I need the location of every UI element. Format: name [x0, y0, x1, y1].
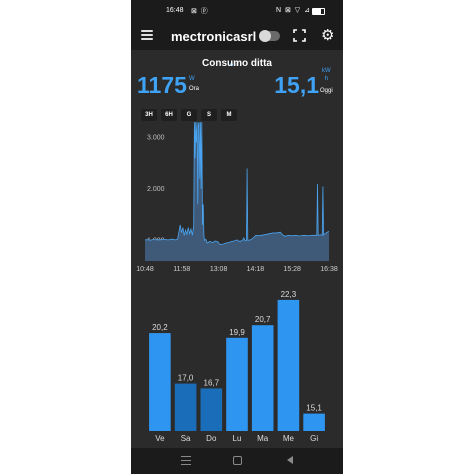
bar-value-label: 16,7 — [204, 378, 220, 387]
current-power-unit: W — [189, 76, 195, 82]
bar-category-label: Lu — [233, 434, 242, 443]
back-icon[interactable] — [287, 456, 293, 464]
bar-category-label: Ma — [257, 434, 269, 443]
system-icons: N ⊠ ▽ ⊿ — [275, 7, 311, 14]
x-tick-label: 10:48 — [136, 266, 154, 273]
bar-me[interactable] — [277, 299, 300, 431]
bar-sa[interactable] — [174, 383, 197, 431]
bar-category-label: Me — [283, 434, 295, 443]
bar-value-label: 22,3 — [281, 290, 297, 299]
bar-lu[interactable] — [226, 337, 248, 431]
bar-ma[interactable] — [251, 325, 274, 431]
battery-icon — [312, 8, 325, 15]
bar-ve[interactable] — [149, 333, 171, 431]
bar-value-label: 17,0 — [178, 374, 194, 383]
range-week-button[interactable]: S — [201, 109, 217, 121]
hamburger-menu-icon[interactable] — [141, 30, 153, 40]
notification-icons: ⊠ ⓟ — [191, 8, 209, 15]
system-navigation-bar — [131, 448, 343, 474]
app-toolbar: mectronicasrl ⚙ — [131, 22, 343, 50]
daily-energy-label: Oggi — [320, 88, 333, 94]
y-tick-label: 2.000 — [147, 186, 165, 193]
energy-unit-bottom: h — [324, 76, 328, 82]
energy-unit-top: kW — [322, 68, 331, 74]
power-area — [145, 122, 329, 261]
bar-value-label: 15,1 — [306, 404, 322, 413]
pager-dots — [230, 53, 240, 71]
bar-category-label: Do — [206, 434, 217, 443]
gear-icon[interactable]: ⚙ — [321, 27, 335, 44]
bar-category-label: Gi — [310, 434, 318, 443]
fullscreen-icon[interactable] — [293, 29, 306, 42]
range-selector: 3H 6H G S M — [141, 103, 241, 121]
pager-dot-active — [230, 63, 233, 66]
daily-energy-value: 15,1 — [274, 72, 319, 98]
daily-energy-bar-chart[interactable]: 20,2 Ve 17,0 Sa 16,7 Do 19,9 Lu 20,7 Ma 22,3 Me 15,1… — [131, 278, 343, 448]
bar-gi[interactable] — [303, 413, 325, 431]
bar-category-label: Sa — [181, 434, 191, 443]
power-line-chart[interactable]: 1.0002.0003.00010:4811:5813:0814:1815:28… — [131, 115, 343, 277]
range-month-button[interactable]: M — [221, 109, 237, 121]
bar-value-label: 20,2 — [152, 323, 168, 332]
phone-screen: 16:48 ⊠ ⓟ N ⊠ ▽ ⊿ mectronicasrl ⚙ Consum… — [131, 0, 343, 474]
range-6h-button[interactable]: 6H — [161, 109, 177, 121]
pager-dot — [235, 63, 238, 66]
bar-do[interactable] — [200, 388, 223, 431]
x-tick-label: 16:38 — [320, 266, 338, 273]
x-tick-label: 11:58 — [173, 266, 190, 273]
status-time: 16:48 — [166, 7, 184, 14]
range-day-button[interactable]: G — [181, 109, 197, 121]
daily-energy-unit: kW h — [322, 67, 331, 83]
recents-icon[interactable] — [181, 456, 191, 465]
home-icon[interactable] — [233, 456, 242, 465]
power-line — [144, 121, 330, 245]
status-bar: 16:48 ⊠ ⓟ N ⊠ ▽ ⊿ — [131, 0, 343, 22]
range-3h-button[interactable]: 3H — [141, 109, 157, 121]
app-title: mectronicasrl — [171, 29, 257, 44]
panel-title: Consumo ditta — [202, 58, 272, 69]
toggle-knob — [259, 30, 271, 42]
y-tick-label: 3.000 — [147, 135, 165, 142]
x-tick-label: 13:08 — [210, 266, 228, 273]
current-power-label: Ora — [189, 86, 200, 92]
mode-toggle[interactable] — [259, 30, 280, 42]
bar-value-label: 20,7 — [255, 315, 271, 324]
x-tick-label: 15:28 — [283, 266, 301, 273]
current-power-value: 1175 — [137, 72, 187, 98]
battery-level — [313, 9, 322, 14]
bar-category-label: Ve — [155, 434, 165, 443]
bar-value-label: 19,9 — [229, 328, 245, 337]
x-tick-label: 14:18 — [247, 266, 265, 273]
